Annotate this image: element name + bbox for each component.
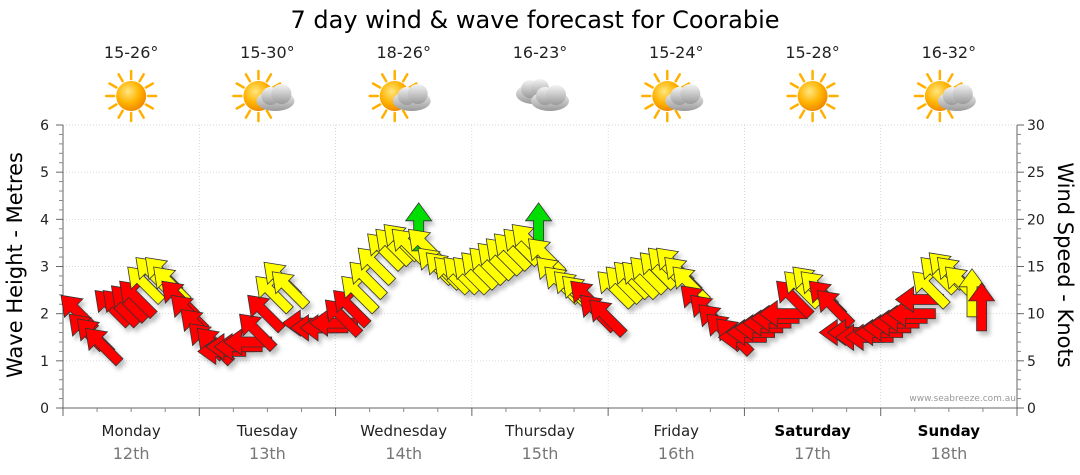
left-tick-label: 5	[40, 165, 49, 181]
day-label: Thursday	[504, 422, 575, 440]
right-tick-label: 30	[1027, 118, 1045, 134]
right-tick-label: 20	[1027, 212, 1045, 228]
wind-arrow	[247, 294, 286, 334]
left-tick-label: 1	[40, 354, 49, 370]
sunny-icon	[786, 69, 839, 123]
partly-cloudy-icon	[913, 69, 976, 123]
day-label: Sunday	[918, 422, 981, 440]
chart-title: 7 day wind & wave forecast for Coorabie	[291, 6, 780, 34]
date-label: 16th	[658, 444, 695, 463]
right-tick-label: 15	[1027, 260, 1045, 276]
date-label: 18th	[930, 444, 967, 463]
credit-text: www.seabreeze.com.au	[909, 394, 1016, 404]
temperature-label: 16-23°	[513, 43, 568, 62]
day-label: Monday	[102, 422, 161, 440]
wind-arrow	[271, 271, 311, 310]
left-tick-label: 4	[40, 212, 49, 228]
left-tick-label: 2	[40, 307, 49, 323]
temperature-label: 18-26°	[376, 43, 431, 62]
day-label: Friday	[654, 422, 700, 440]
day-label: Tuesday	[236, 422, 298, 440]
date-label: 14th	[385, 444, 422, 463]
left-axis-label: Wave Height - Metres	[3, 152, 27, 378]
temperature-label: 15-28°	[785, 43, 840, 62]
right-axis-label: Wind Speed - Knots	[1053, 162, 1077, 367]
day-label: Saturday	[774, 422, 851, 440]
right-tick-label: 0	[1027, 401, 1036, 417]
date-label: 15th	[522, 444, 559, 463]
right-tick-label: 10	[1027, 307, 1045, 323]
date-label: 13th	[249, 444, 286, 463]
partly-cloudy-icon	[641, 69, 704, 123]
temperature-label: 15-26°	[104, 43, 159, 62]
right-tick-label: 25	[1027, 165, 1045, 181]
left-tick-label: 0	[40, 401, 49, 417]
wind-arrow	[239, 313, 278, 353]
partly-cloudy-icon	[368, 69, 431, 123]
sunny-icon	[104, 69, 158, 123]
right-tick-label: 5	[1027, 354, 1036, 370]
wind-arrow	[589, 299, 628, 339]
temperature-label: 16-32°	[922, 43, 977, 62]
partly-cloudy-icon	[232, 69, 295, 123]
left-tick-label: 3	[40, 260, 49, 276]
wind-arrow	[967, 282, 996, 332]
wind-arrow	[85, 327, 124, 367]
temperature-label: 15-24°	[649, 43, 704, 62]
cloudy-icon	[516, 79, 569, 111]
date-label: 17th	[794, 444, 831, 463]
left-tick-label: 6	[40, 118, 49, 134]
day-label: Wednesday	[360, 422, 447, 440]
wind-arrow	[816, 290, 856, 329]
temperature-label: 15-30°	[240, 43, 295, 62]
date-label: 12th	[113, 444, 150, 463]
